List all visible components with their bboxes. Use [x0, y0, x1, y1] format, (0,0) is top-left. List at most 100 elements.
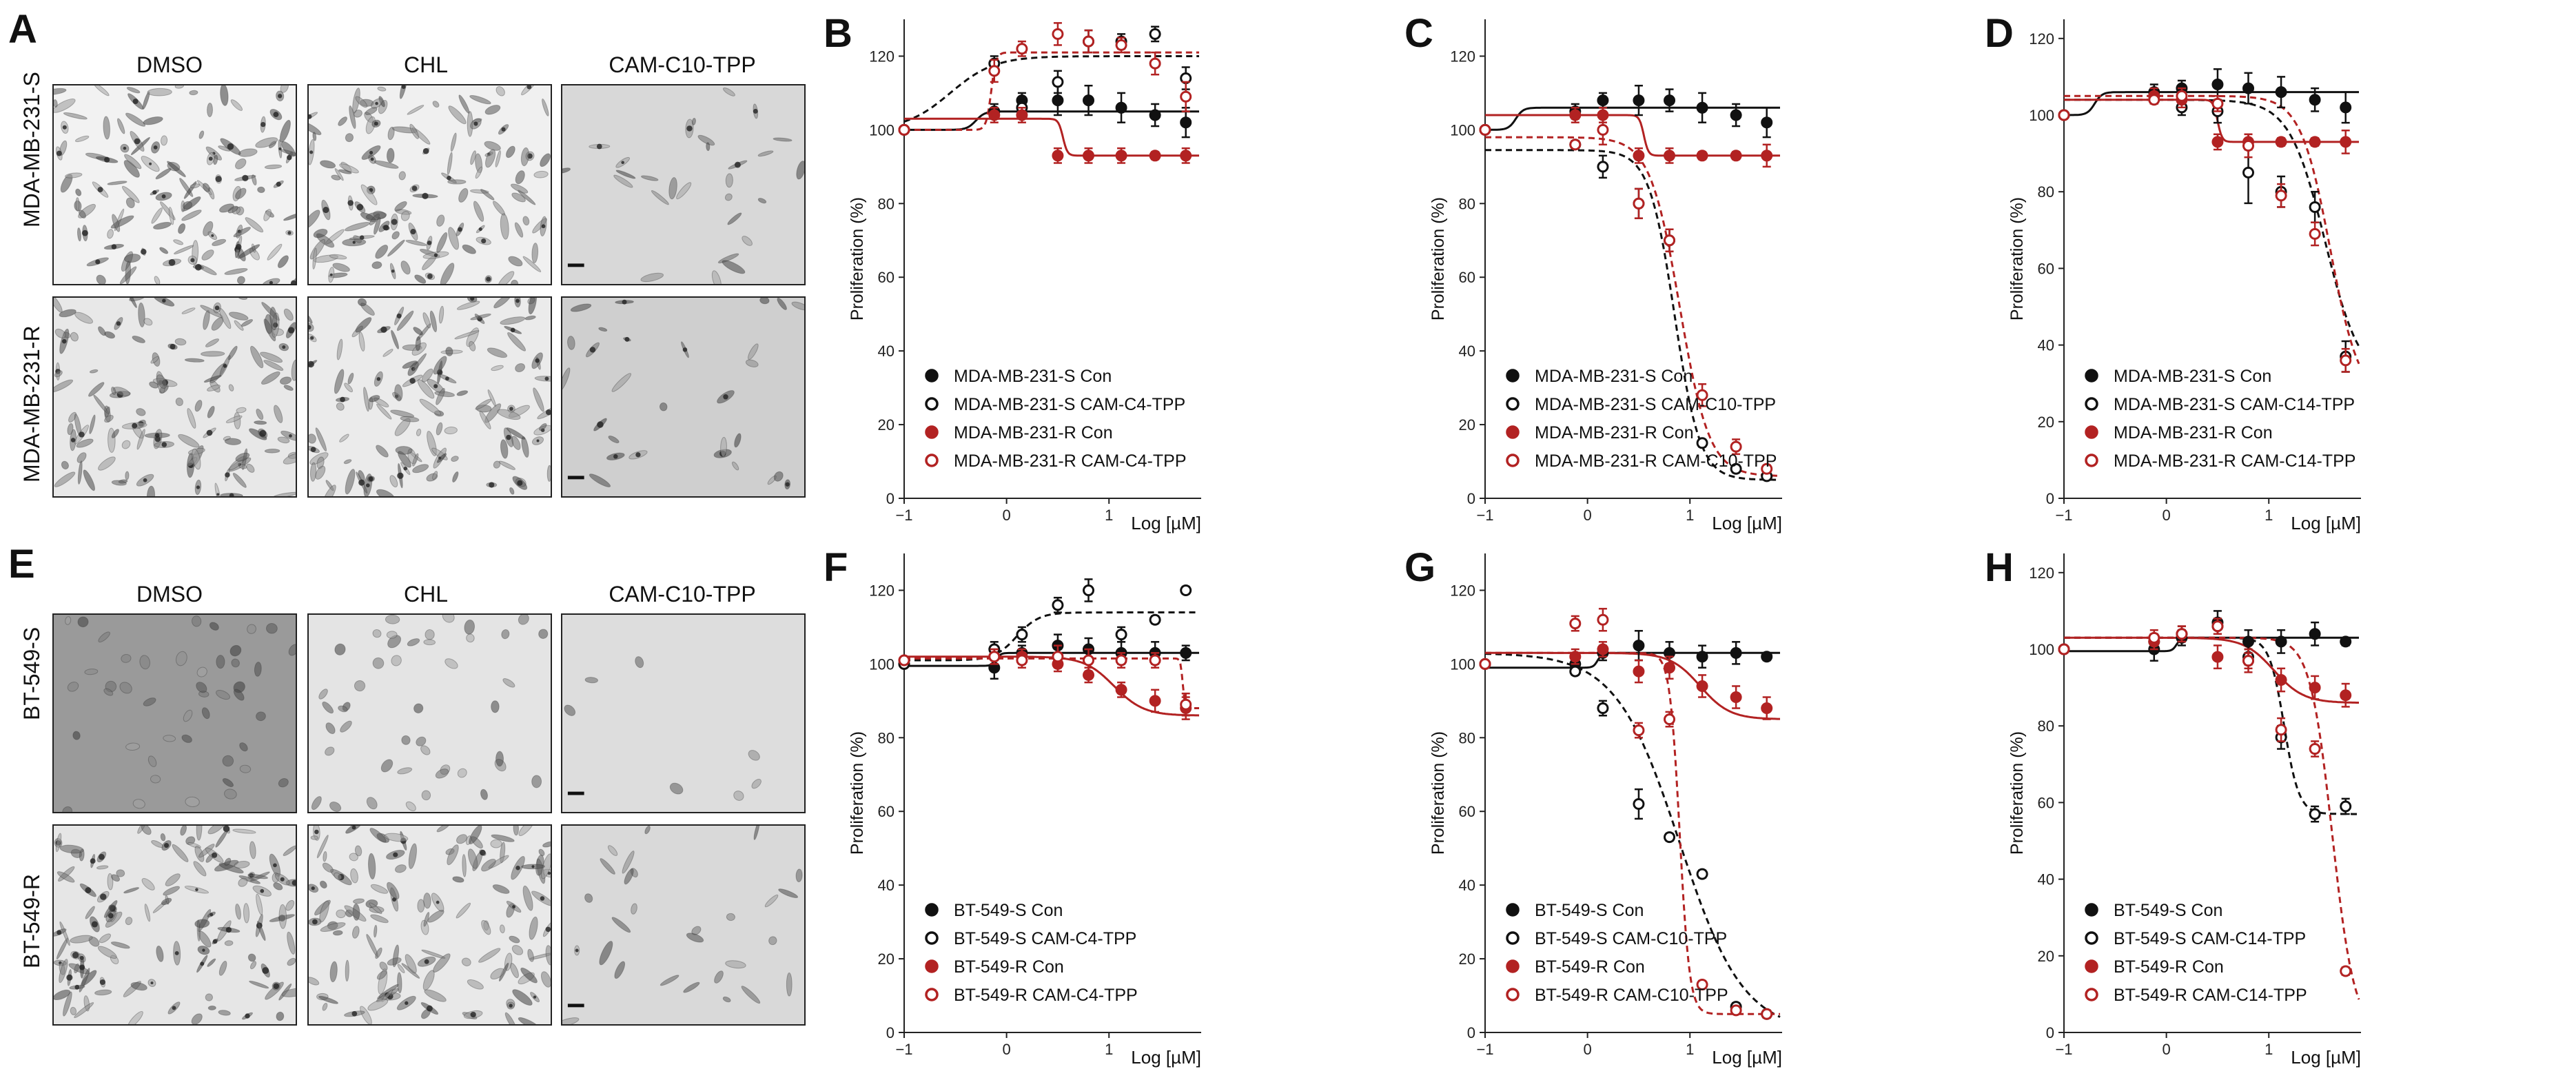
cell-shape: [748, 343, 759, 360]
micrograph-mda-r-chl: [307, 296, 552, 498]
cell-nucleus: [624, 336, 630, 342]
legend-label: BT-549-S CAM-C10-TPP: [1535, 929, 1727, 948]
data-point: [1597, 161, 1609, 173]
cell-shape: [224, 788, 237, 800]
cell-shape: [757, 150, 774, 157]
cell-shape: [141, 826, 152, 835]
cell-nucleus: [276, 181, 281, 187]
cell-nucleus: [229, 493, 234, 496]
cell-shape: [422, 970, 435, 990]
y-tick-label: 20: [2038, 948, 2054, 965]
cell-shape: [631, 903, 637, 915]
cell-nucleus: [79, 431, 85, 438]
cell-shape: [291, 359, 296, 381]
cell-shape: [641, 175, 659, 181]
cell-shape: [127, 298, 137, 308]
legend-marker: [2085, 397, 2098, 411]
cell-nucleus: [356, 203, 364, 211]
cell-shape: [425, 629, 435, 640]
cell-shape: [440, 263, 455, 284]
cell-shape: [207, 826, 225, 835]
data-point: [1761, 462, 1773, 475]
cell-shape: [250, 345, 264, 369]
data-point: [1730, 647, 1742, 659]
cell-nucleus: [259, 429, 267, 437]
y-axis-label: Proliferation (%): [1429, 731, 1448, 855]
cell-shape: [614, 961, 626, 979]
cell-nucleus: [544, 376, 549, 381]
cell-shape: [173, 239, 184, 245]
cell-nucleus: [445, 376, 449, 381]
cell-shape: [528, 298, 537, 315]
cell-shape: [562, 1017, 580, 1024]
cell-shape: [400, 416, 420, 422]
data-point: [1149, 150, 1161, 162]
cell-nucleus: [512, 905, 516, 909]
x-axis-label: Log [µM]: [1131, 513, 1201, 533]
cell-shape: [315, 427, 327, 452]
cell-nucleus: [310, 336, 314, 340]
cell-shape: [103, 116, 110, 140]
data-point: [2242, 166, 2255, 179]
cell-shape: [374, 160, 399, 169]
cell-shape: [209, 622, 219, 631]
cell-shape: [96, 865, 109, 870]
cell-nucleus: [501, 127, 506, 132]
cell-shape: [457, 768, 467, 778]
y-axis-label: Proliferation (%): [848, 731, 867, 855]
cell-shape: [773, 137, 793, 142]
cell-shape: [405, 801, 416, 812]
cell-shape: [329, 961, 338, 983]
cell-shape: [63, 112, 88, 120]
cell-shape: [727, 212, 742, 225]
x-tick-label: 1: [1686, 507, 1694, 524]
cell-shape: [742, 236, 753, 246]
cell-nucleus: [216, 493, 220, 496]
micrograph-mda-s-chl: [307, 84, 552, 285]
cell-shape: [409, 123, 419, 139]
cell-shape: [121, 440, 131, 449]
cell-shape: [733, 791, 744, 801]
data-point: [1115, 39, 1127, 51]
cell-shape: [475, 166, 483, 179]
micrograph-mda-s-dmso: [52, 84, 297, 285]
cell-nucleus: [380, 326, 387, 333]
cell-shape: [124, 254, 141, 263]
legend-label: MDA-MB-231-S CAM-C4-TPP: [954, 395, 1185, 414]
cell-shape: [533, 387, 544, 412]
cell-nucleus: [74, 984, 80, 990]
x-tick-label: 1: [2265, 507, 2273, 524]
cell-nucleus: [57, 930, 62, 935]
cell-shape: [105, 406, 110, 418]
cell-nucleus: [277, 94, 283, 99]
cell-shape: [165, 873, 181, 886]
cell-shape: [181, 734, 192, 743]
cell-nucleus: [97, 187, 103, 193]
cell-shape: [481, 919, 491, 935]
data-point: [1597, 94, 1609, 107]
cell-shape: [600, 858, 615, 875]
cell-shape: [59, 844, 84, 854]
x-tick-label: 1: [1686, 1041, 1694, 1058]
legend-label: MDA-MB-231-R Con: [1535, 423, 1694, 442]
cell-shape: [724, 193, 733, 201]
cell-shape: [493, 460, 501, 469]
cell-nucleus: [168, 259, 176, 266]
y-tick-label: 40: [1459, 343, 1475, 360]
cell-shape: [391, 655, 402, 666]
cell-shape: [111, 874, 121, 882]
legend-label: BT-549-S CAM-C4-TPP: [954, 929, 1136, 948]
cell-shape: [96, 274, 106, 284]
cell-shape: [545, 945, 551, 966]
y-tick-label: 80: [878, 195, 895, 212]
cell-nucleus: [85, 887, 92, 894]
legend-marker: [1506, 959, 1520, 973]
cell-nucleus: [202, 948, 205, 952]
cell-shape: [466, 633, 475, 643]
data-point: [1696, 150, 1708, 162]
data-point: [1052, 599, 1064, 611]
cell-shape: [467, 848, 478, 869]
cell-shape: [412, 453, 419, 467]
legend-marker: [925, 903, 939, 917]
